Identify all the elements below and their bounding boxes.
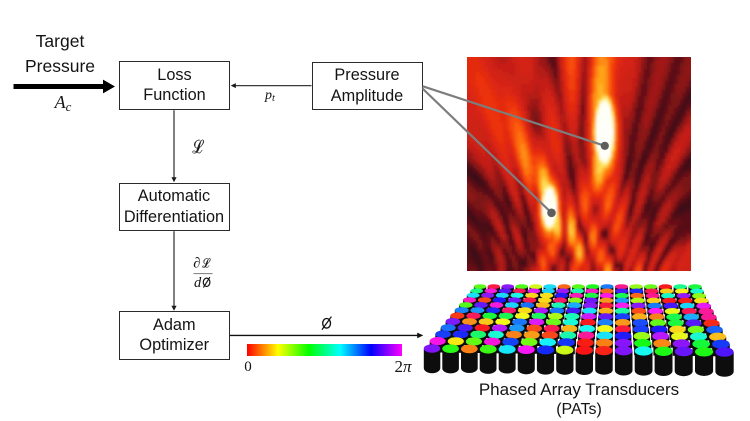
svg-text:d: d [194, 275, 202, 291]
svg-text:∂: ∂ [193, 255, 200, 271]
